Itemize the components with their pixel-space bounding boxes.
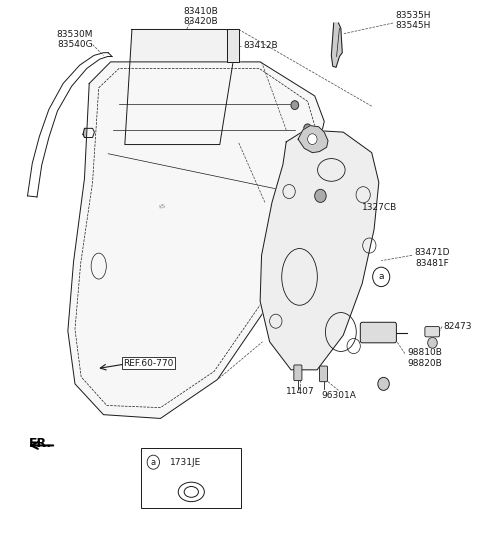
- Polygon shape: [125, 29, 235, 144]
- Polygon shape: [298, 125, 328, 153]
- FancyBboxPatch shape: [360, 323, 396, 343]
- Text: 83412B: 83412B: [243, 41, 278, 50]
- Circle shape: [378, 377, 389, 390]
- Text: 96301A: 96301A: [321, 392, 356, 400]
- Text: 83410B
83420B: 83410B 83420B: [183, 7, 218, 26]
- Bar: [142, 447, 241, 508]
- Text: REF.60-770: REF.60-770: [123, 359, 174, 368]
- Polygon shape: [227, 29, 239, 62]
- Text: 98810B
98820B: 98810B 98820B: [408, 348, 442, 368]
- Text: 82473: 82473: [443, 322, 471, 331]
- Circle shape: [315, 190, 326, 203]
- Text: a: a: [151, 458, 156, 466]
- Text: 11407: 11407: [286, 387, 315, 396]
- FancyBboxPatch shape: [294, 365, 302, 381]
- Polygon shape: [83, 128, 95, 137]
- Text: 83530M
83540G: 83530M 83540G: [57, 29, 93, 49]
- Circle shape: [308, 134, 317, 144]
- FancyBboxPatch shape: [320, 366, 327, 382]
- Text: 83535H
83545H: 83535H 83545H: [396, 11, 431, 30]
- Text: KS: KS: [159, 203, 167, 210]
- Circle shape: [304, 124, 312, 132]
- Polygon shape: [68, 62, 324, 419]
- Polygon shape: [260, 130, 379, 370]
- Text: FR.: FR.: [29, 437, 52, 450]
- Text: 83471D
83481F: 83471D 83481F: [414, 248, 450, 268]
- Polygon shape: [331, 23, 342, 67]
- Circle shape: [428, 337, 437, 348]
- Circle shape: [291, 101, 299, 110]
- Text: 1327CB: 1327CB: [362, 203, 397, 212]
- Text: a: a: [378, 273, 384, 281]
- FancyBboxPatch shape: [425, 326, 440, 337]
- Text: 1731JE: 1731JE: [170, 458, 201, 466]
- Circle shape: [301, 154, 309, 162]
